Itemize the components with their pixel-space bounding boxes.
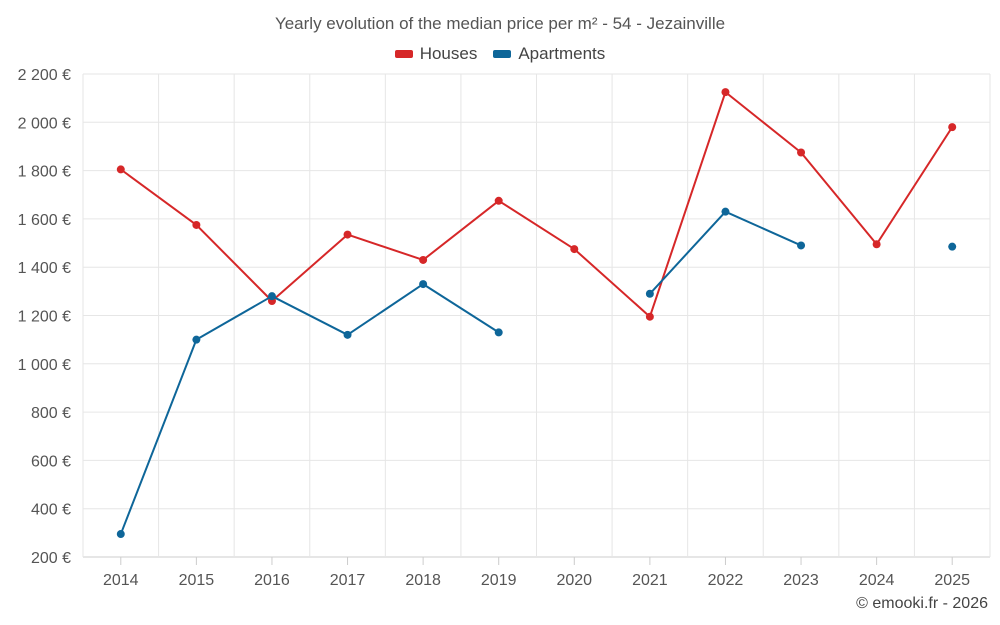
data-point-apartments-2021 — [645, 289, 654, 298]
x-tick-label: 2017 — [330, 572, 366, 589]
y-tick-label: 1 600 € — [18, 212, 71, 229]
x-tick-label: 2023 — [783, 572, 819, 589]
data-point-apartments-2015 — [192, 335, 201, 344]
series-line-apartments — [119, 283, 500, 535]
y-tick-label: 2 200 € — [18, 67, 71, 84]
x-tick-label: 2016 — [254, 572, 290, 589]
data-point-houses-2025 — [948, 123, 957, 132]
x-tick-label: 2024 — [859, 572, 895, 589]
data-point-houses-2015 — [192, 220, 201, 229]
x-tick-label: 2015 — [179, 572, 215, 589]
x-tick-label: 2019 — [481, 572, 517, 589]
data-point-houses-2014 — [116, 165, 125, 174]
data-point-houses-2022 — [721, 88, 730, 97]
data-point-apartments-2018 — [419, 280, 428, 289]
series-line-apartments — [649, 210, 802, 295]
data-point-houses-2018 — [419, 255, 428, 264]
copyright-footer: © emooki.fr - 2026 — [856, 595, 988, 612]
data-point-houses-2017 — [343, 230, 352, 239]
x-tick-label: 2020 — [556, 572, 592, 589]
x-tick-label: 2022 — [708, 572, 744, 589]
y-tick-label: 200 € — [31, 550, 71, 567]
legend-label-houses: Houses — [419, 44, 478, 63]
y-tick-label: 1 400 € — [18, 260, 71, 277]
chart-legend: Houses Apartments — [0, 44, 1000, 64]
legend-swatch-apartments — [493, 50, 512, 58]
data-point-apartments-2025 — [948, 242, 957, 251]
x-tick-label: 2018 — [405, 572, 441, 589]
y-tick-label: 600 € — [31, 453, 71, 470]
data-point-apartments-2014 — [116, 530, 125, 539]
y-tick-label: 2 000 € — [18, 115, 71, 132]
x-tick-label: 2021 — [632, 572, 668, 589]
y-tick-label: 400 € — [31, 502, 71, 519]
data-point-apartments-2019 — [494, 328, 503, 337]
legend-label-apartments: Apartments — [518, 44, 606, 63]
legend-item-apartments[interactable]: Apartments — [493, 44, 605, 64]
series-line-houses — [120, 91, 954, 318]
data-point-apartments-2016 — [267, 292, 276, 301]
x-tick-label: 2025 — [934, 572, 970, 589]
data-point-apartments-2022 — [721, 207, 730, 216]
y-tick-label: 1 800 € — [18, 164, 71, 181]
legend-swatch-houses — [394, 50, 413, 58]
y-tick-label: 1 000 € — [18, 357, 71, 374]
y-tick-label: 800 € — [31, 405, 71, 422]
data-point-houses-2019 — [494, 196, 503, 205]
data-point-houses-2020 — [570, 245, 579, 254]
data-point-houses-2021 — [645, 312, 654, 321]
data-point-apartments-2023 — [797, 241, 806, 250]
y-tick-label: 1 200 € — [18, 309, 71, 326]
data-point-houses-2024 — [872, 240, 881, 249]
chart-title: Yearly evolution of the median price per… — [274, 14, 726, 33]
legend-item-houses[interactable]: Houses — [394, 44, 478, 64]
data-point-houses-2023 — [797, 148, 806, 157]
data-point-apartments-2017 — [343, 330, 352, 339]
x-tick-label: 2014 — [103, 572, 139, 589]
